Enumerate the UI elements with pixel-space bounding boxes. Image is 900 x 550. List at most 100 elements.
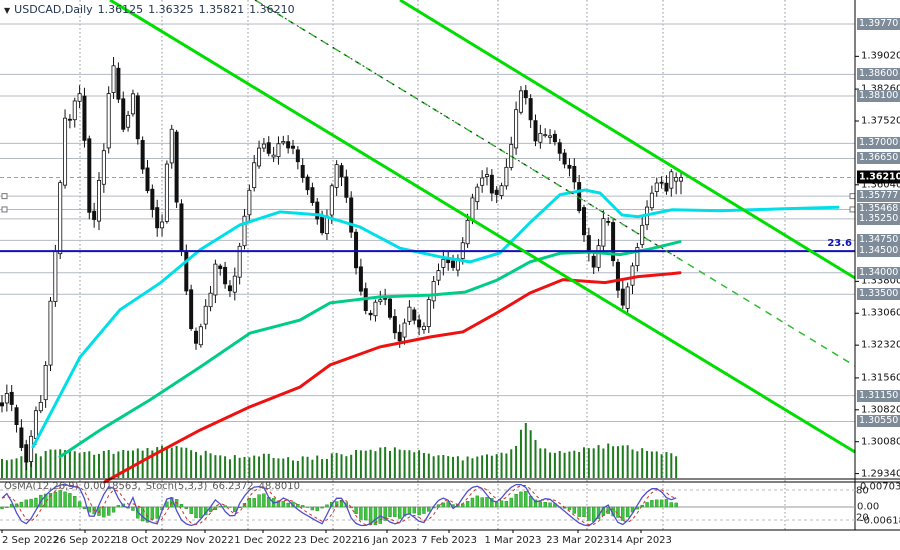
candle-body [329,185,334,216]
candle-body [126,114,131,128]
volume-bar [539,448,542,478]
volume-bar [156,447,159,478]
candle-body [402,322,407,338]
volume-bar [481,455,484,478]
level-handle[interactable] [849,206,856,213]
level-handle[interactable] [1,193,8,200]
channel-line-right[interactable] [399,0,856,280]
collapse-icon[interactable]: ▼ [4,6,11,15]
candle-body [208,292,213,308]
osma-bar [140,506,145,522]
channel-line-upper[interactable] [109,0,856,454]
candle-body [339,165,344,178]
volume-bar [39,456,42,478]
candle-body [489,174,494,194]
candle-body [349,197,354,233]
volume-bar [345,456,348,478]
osma-bar [422,506,426,514]
candle-body [87,138,92,213]
osma-bar [349,506,353,509]
volume-bar [389,450,391,478]
volume-bar [335,452,338,478]
volume-bar [233,455,236,478]
osma-bar [499,500,504,508]
volume-bar [379,447,382,478]
volume-bar [471,458,474,478]
osma-bar [436,504,441,508]
candle-body [67,118,72,121]
osma-bar [480,497,484,508]
osma-name: OsMA(12,26,9) [4,481,79,492]
candle-body [218,265,223,270]
candle-body [101,150,106,185]
volume-bar [78,453,81,478]
osma-bar [383,506,387,521]
chart-title: ▼ USDCAD,Daily 1.36125 1.36325 1.35821 1.3621… [4,3,300,16]
osma-bar [106,506,111,516]
candle-body [281,141,286,144]
volume-bar [350,454,353,478]
volume-bar [54,449,57,478]
osma-bar [189,506,193,514]
volume-bar [30,457,33,478]
volume-bar [534,439,537,478]
candle-body [33,410,38,439]
volume-bar [621,445,624,478]
level-handle[interactable] [849,193,856,200]
osma-bar [97,506,101,516]
osma-bar [669,502,673,508]
candle-body [480,177,485,186]
medium-ma-green[interactable] [58,240,682,459]
slow-ma-red[interactable] [103,271,682,484]
volume-bar [224,456,227,478]
candle-body [465,219,470,245]
osma-bar [674,502,678,508]
symbol-period-label: USDCAD,Daily [14,3,93,16]
candle-body [295,149,300,163]
volume-bar [44,450,47,478]
osma-bar [509,497,513,508]
candle-body [111,65,116,93]
dotted-black-line[interactable] [254,0,681,260]
volume-bar [544,448,547,478]
volume-bar [102,450,105,478]
volume-bar [646,450,649,478]
candle-body [582,207,587,236]
osma-bar [68,493,72,508]
volume-bar [185,447,188,478]
osma-bar [58,490,62,508]
price-level-box: 1.39770 [857,18,900,30]
volume-bar [607,443,610,478]
osma-bar [402,506,407,517]
osma-bar [315,506,319,511]
osma-bar [485,497,489,508]
candle-body [48,300,53,366]
volume-bar [636,451,639,478]
level-handle[interactable] [1,206,8,213]
volume-bar [495,454,498,478]
price-tick-label: 1.33800 [861,275,900,287]
volume-bar [199,455,202,478]
volume-bar [524,423,527,478]
osma-bar [77,501,82,508]
volume-bar [583,447,585,478]
candle-body [179,203,184,252]
price-tick-label: 1.33060 [861,307,900,319]
candle-body [470,197,475,221]
fib-236-label[interactable]: 23.6 [827,238,852,250]
osma-bar [364,506,368,521]
osma-bar [582,506,586,518]
volume-bar [214,455,217,478]
candle-body [174,131,179,203]
price-level-box: 1.33500 [857,288,900,301]
candle-body [387,298,392,318]
price-level-box: 1.38100 [857,89,900,102]
volume-bar [486,454,488,478]
candle-body [261,143,266,149]
osma-bar [495,502,499,508]
candle-body [475,186,480,203]
candle-body [334,164,339,188]
candle-body [591,255,596,268]
fast-ma-cyan[interactable] [31,188,840,449]
